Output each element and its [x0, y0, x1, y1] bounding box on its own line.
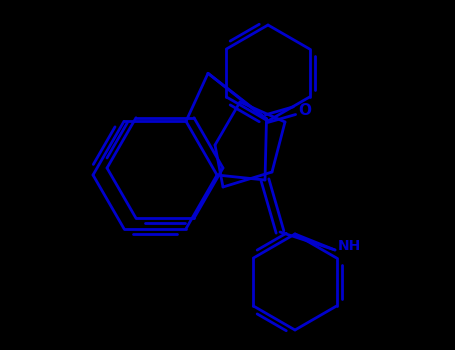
Text: NH: NH — [338, 239, 361, 253]
Text: O: O — [298, 103, 312, 118]
